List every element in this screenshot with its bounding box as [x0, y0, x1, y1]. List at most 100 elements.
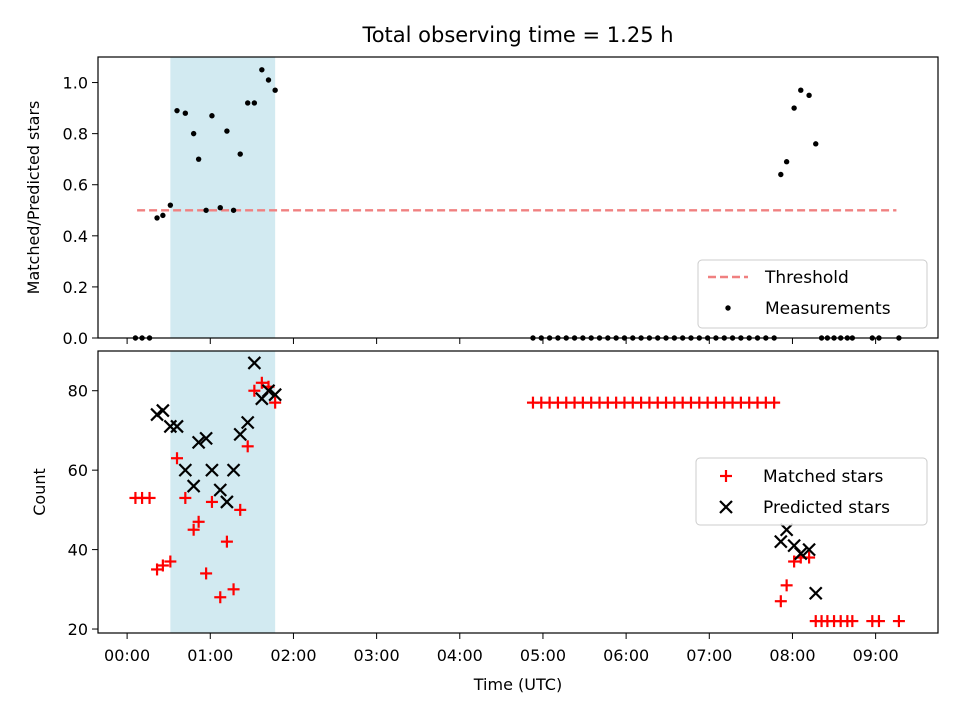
matched-stars-point — [768, 396, 781, 409]
x-axis-label: Time (UTC) — [473, 675, 562, 694]
predicted-stars-point — [220, 495, 234, 509]
measurement-point — [154, 215, 160, 221]
ratio-panel: 0.0 0.2 0.4 0.6 0.8 1.0 Matched/Predicted sta… — [24, 56, 939, 348]
measurement-point — [237, 151, 243, 157]
ratio-legend: Threshold Measurements — [697, 259, 928, 329]
x-tick-label: 09:00 — [853, 646, 899, 665]
x-tick-label: 01:00 — [187, 646, 233, 665]
matched-stars-point — [872, 615, 885, 628]
measurement-point — [778, 171, 784, 178]
legend-matched-swatch — [720, 470, 732, 482]
measurement-point — [272, 87, 278, 93]
matched-stars-point — [892, 615, 905, 628]
count-legend-box — [695, 457, 928, 526]
count-legend: Matched stars Predicted stars — [695, 457, 928, 526]
x-tick-label: 07:00 — [686, 646, 732, 665]
matched-stars-point — [234, 503, 247, 516]
measurement-point — [160, 212, 166, 219]
matched-stars-point — [780, 579, 793, 592]
matched-stars-point — [846, 615, 859, 628]
y-tick-label: 40 — [68, 541, 88, 560]
predicted-stars-point — [240, 415, 255, 430]
predicted-stars-point — [774, 534, 788, 549]
predicted-stars-point — [191, 435, 206, 450]
predicted-stars-point — [779, 522, 794, 537]
y-tick-label: 0.8 — [63, 125, 88, 144]
matched-stars-point — [156, 559, 169, 572]
matched-stars-point — [255, 376, 268, 389]
measurement-point — [813, 141, 819, 147]
predicted-stars-point — [793, 546, 808, 561]
predicted-stars-point — [808, 586, 823, 601]
x-tick-label: 03:00 — [354, 646, 400, 665]
predicted-stars-point — [186, 479, 201, 493]
y-tick-label: 0.2 — [63, 278, 88, 297]
measurement-point — [182, 110, 189, 116]
matched-stars-point — [227, 583, 240, 596]
matched-stars-point — [248, 384, 261, 397]
matched-stars-point — [179, 491, 192, 504]
count-panel: 00:00 01:00 02:00 03:00 04:00 05:00 06:00 07:00… — [30, 350, 939, 665]
count-y-axis-label: Count — [30, 468, 49, 516]
measurement-point — [209, 113, 215, 119]
legend-matched-label: Matched stars — [763, 467, 883, 487]
predicted-stars-point — [268, 387, 282, 402]
predicted-stars-point — [261, 383, 276, 398]
measurement-point — [167, 202, 174, 208]
predicted-stars-point — [170, 419, 184, 434]
x-tick-label: 04:00 — [437, 646, 483, 665]
matched-stars-point — [143, 491, 156, 504]
measurement-point — [195, 156, 202, 162]
matched-stars-point — [788, 555, 801, 568]
count-panel-ticks: 00:00 01:00 02:00 03:00 04:00 05:00 06:00 07:00… — [68, 382, 899, 665]
predicted-stars-point — [247, 356, 262, 370]
x-tick-label: 02:00 — [270, 646, 316, 665]
y-tick-label: 60 — [68, 461, 88, 480]
legend-measurements-swatch — [725, 305, 731, 311]
predicted-stars-point — [199, 431, 213, 446]
measurement-point — [806, 92, 812, 99]
legend-measurements-label: Measurements — [765, 299, 891, 319]
legend-threshold-label: Threshold — [764, 268, 849, 288]
y-tick-label: 0.0 — [63, 329, 88, 348]
x-tick-label: 08:00 — [769, 646, 815, 665]
ratio-panel-frame — [97, 56, 939, 339]
measurement-point — [259, 67, 265, 73]
y-tick-label: 0.6 — [63, 176, 88, 195]
measurement-point — [217, 205, 223, 211]
matched-stars-point — [164, 555, 177, 568]
observing-window-span — [170, 57, 276, 338]
measurement-point — [224, 128, 230, 134]
matched-stars-point — [200, 567, 213, 580]
ratio-y-axis-label: Matched/Predicted stars — [24, 101, 43, 295]
predicted-stars-point — [150, 407, 164, 422]
matched-stars-point — [192, 515, 205, 528]
matched-stars-point — [269, 396, 282, 409]
predicted-stars-point — [156, 403, 170, 418]
predicted-stars-point — [226, 463, 241, 477]
measurement-point — [798, 87, 804, 93]
predicted-stars-point — [213, 483, 228, 497]
measurement-point — [251, 100, 258, 106]
matched-stars-point — [774, 595, 787, 608]
measurement-point — [230, 207, 237, 213]
measurement-point — [203, 207, 209, 213]
legend-predicted-label: Predicted stars — [763, 498, 890, 518]
chart-title: Total observing time = 1.25 h — [361, 23, 673, 47]
matched-stars-point — [241, 440, 254, 453]
x-tick-label: 06:00 — [603, 646, 649, 665]
matched-stars-point — [171, 452, 184, 465]
measurement-point — [245, 100, 251, 106]
predicted-stars-point — [178, 463, 193, 477]
y-tick-label: 0.4 — [63, 227, 88, 246]
measurement-point — [174, 107, 180, 114]
ratio-panel-ticks: 0.0 0.2 0.4 0.6 0.8 1.0 — [63, 74, 877, 348]
count-panel-marks — [129, 356, 905, 628]
predicted-stars-point — [802, 542, 816, 557]
measurement-point — [783, 159, 790, 165]
y-tick-label: 80 — [68, 382, 88, 401]
matched-stars-point — [205, 495, 218, 508]
x-tick-label: 05:00 — [520, 646, 566, 665]
matched-stars-point — [214, 591, 227, 604]
